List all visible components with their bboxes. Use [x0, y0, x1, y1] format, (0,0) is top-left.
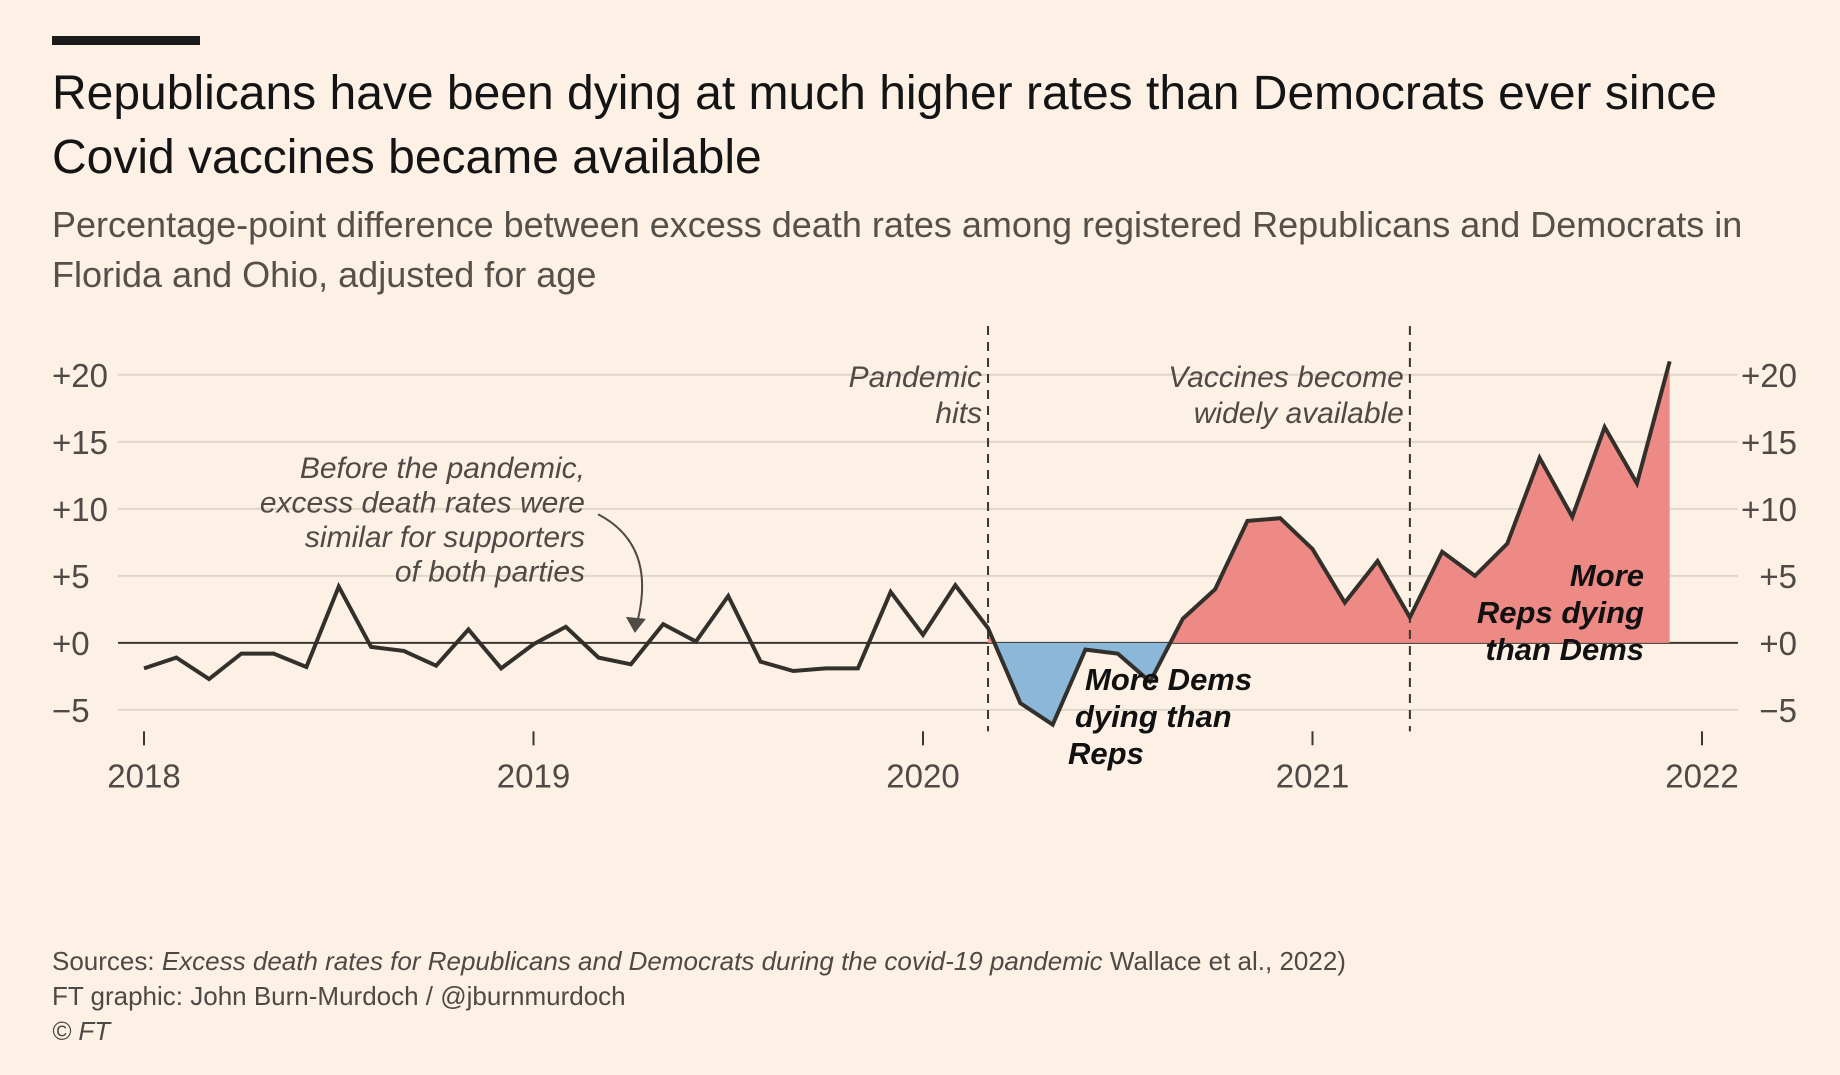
more-reps-label: than Dems: [1486, 632, 1644, 667]
more-dems-label: Reps: [1068, 736, 1144, 771]
copyright-line: © FT: [52, 1016, 111, 1046]
vertical-marker-label: widely available: [1194, 397, 1404, 430]
y-tick-label-left: −5: [52, 692, 90, 729]
y-tick-label-left: +0: [52, 625, 90, 662]
y-tick-label-left: +20: [52, 357, 108, 394]
more-dems-label: dying than: [1075, 699, 1232, 734]
more-reps-label: Reps dying: [1477, 595, 1644, 630]
vertical-marker-label: Pandemic: [849, 361, 982, 394]
y-tick-label-left: +15: [52, 424, 108, 461]
sources-suffix: Wallace et al., 2022): [1102, 946, 1346, 976]
y-tick-label-right: +10: [1741, 491, 1797, 528]
sources-title: Excess death rates for Republicans and D…: [161, 946, 1103, 976]
sources-prefix: Sources:: [52, 946, 162, 976]
y-tick-label-right: +0: [1759, 625, 1797, 662]
y-tick-label-left: +5: [52, 558, 90, 595]
ft-title-bar: [52, 36, 200, 45]
x-tick-label: 2019: [497, 757, 570, 794]
positive-area: [1170, 361, 1670, 643]
vertical-marker-label: Vaccines become: [1168, 361, 1404, 394]
x-tick-label: 2020: [886, 757, 959, 794]
annotation-arrow: [597, 513, 644, 632]
more-reps-label: More: [1570, 558, 1644, 593]
pre-pandemic-annotation: of both parties: [395, 556, 585, 589]
pre-pandemic-annotation: Before the pandemic,: [300, 452, 585, 485]
line-layer: [143, 360, 1672, 728]
y-tick-label-right: −5: [1759, 692, 1797, 729]
annotation-layer: Before the pandemic,excess death rates w…: [260, 452, 1644, 771]
y-tick-label-right: +5: [1759, 558, 1797, 595]
x-tick-label: 2018: [107, 757, 180, 794]
pre-pandemic-annotation: similar for supporters: [305, 521, 585, 554]
sources-line: Sources: Excess death rates for Republic…: [52, 944, 1792, 979]
chart-footer: Sources: Excess death rates for Republic…: [52, 944, 1792, 1049]
y-tick-label-right: +15: [1741, 424, 1797, 461]
credit-line: FT graphic: John Burn-Murdoch / @jburnmu…: [52, 981, 626, 1011]
more-dems-label: More Dems: [1085, 662, 1252, 697]
negative-area: [994, 642, 1171, 725]
pre-pandemic-annotation: excess death rates were: [260, 487, 585, 520]
x-tick-label: 2022: [1665, 757, 1738, 794]
chart-subtitle: Percentage-point difference between exce…: [52, 204, 1743, 295]
annotation-arrowhead: [625, 616, 646, 633]
tick-layer: −5 −5 +0 +0 +5 +5 +10 +10 +15 +15 +20 +20 2018 2019 20…: [52, 357, 1797, 795]
series-line: [143, 360, 1672, 728]
y-tick-label-right: +20: [1741, 357, 1797, 394]
x-tick-label: 2021: [1276, 757, 1349, 794]
vertical-marker-label: hits: [935, 397, 982, 430]
grid-layer: [118, 373, 1738, 711]
chart-title: Republicans have been dying at much high…: [52, 67, 1717, 184]
y-tick-label-left: +10: [52, 491, 108, 528]
